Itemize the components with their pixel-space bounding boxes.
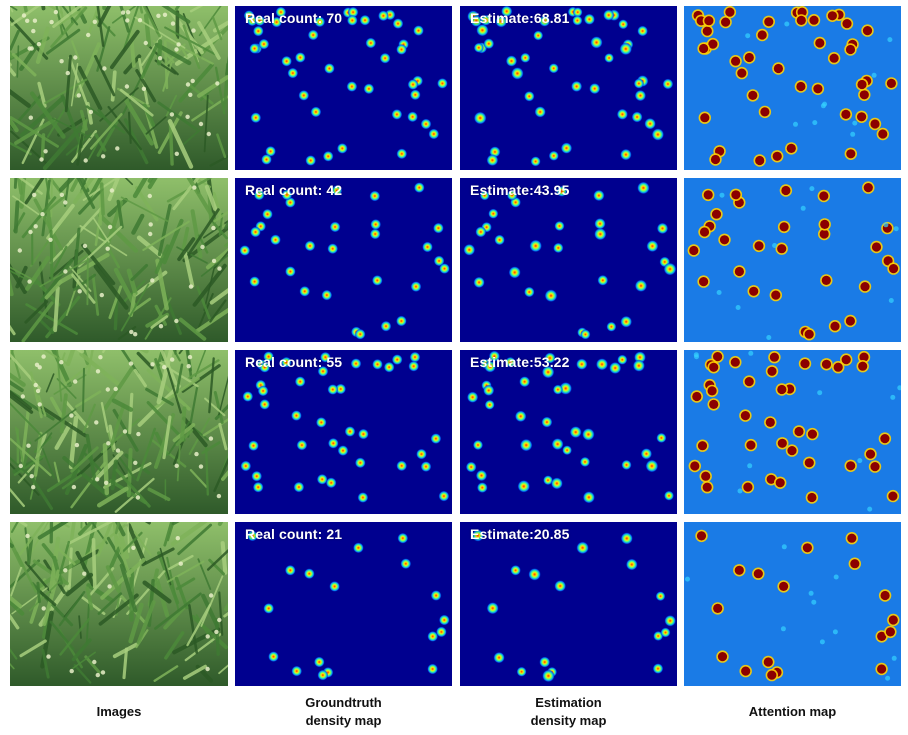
panel-photo-row-2 [10,178,228,342]
caption-line: Groundtruth [305,695,382,710]
panel-photo-row-4 [10,522,228,686]
estimate-label: Estimate:43.95 [470,182,570,198]
estimate-label: Estimate:53.22 [470,354,570,370]
real-count-label: Real count: 70 [245,10,343,26]
panel-estimation-row-2: Estimate:43.95 [460,178,677,342]
panel-attention-row-3 [684,350,901,514]
column-caption-estimation: Estimation density map [460,694,677,730]
real-count-label: Real count: 21 [245,526,343,542]
column-caption-attention: Attention map [684,703,901,721]
caption-line: density map [305,713,382,728]
panel-groundtruth-row-2: Real count: 42 [235,178,452,342]
caption-line: Estimation [535,695,602,710]
real-count-label: Real count: 55 [245,354,343,370]
panel-estimation-row-3: Estimate:53.22 [460,350,677,514]
panel-attention-row-4 [684,522,901,686]
panel-photo-row-1 [10,6,228,170]
column-caption-photo: Images [10,703,228,721]
panel-groundtruth-row-3: Real count: 55 [235,350,452,514]
panel-groundtruth-row-1: Real count: 70 [235,6,452,170]
panel-photo-row-3 [10,350,228,514]
estimate-label: Estimate:20.85 [470,526,570,542]
caption-line: density map [530,713,607,728]
real-count-label: Real count: 42 [245,182,343,198]
caption-line: Attention map [748,704,837,719]
column-caption-groundtruth: Groundtruth density map [235,694,452,730]
panel-estimation-row-4: Estimate:20.85 [460,522,677,686]
panel-groundtruth-row-4: Real count: 21 [235,522,452,686]
panel-attention-row-1 [684,6,901,170]
estimate-label: Estimate:68.81 [470,10,570,26]
panel-estimation-row-1: Estimate:68.81 [460,6,677,170]
panel-attention-row-2 [684,178,901,342]
caption-line: Images [96,704,142,719]
